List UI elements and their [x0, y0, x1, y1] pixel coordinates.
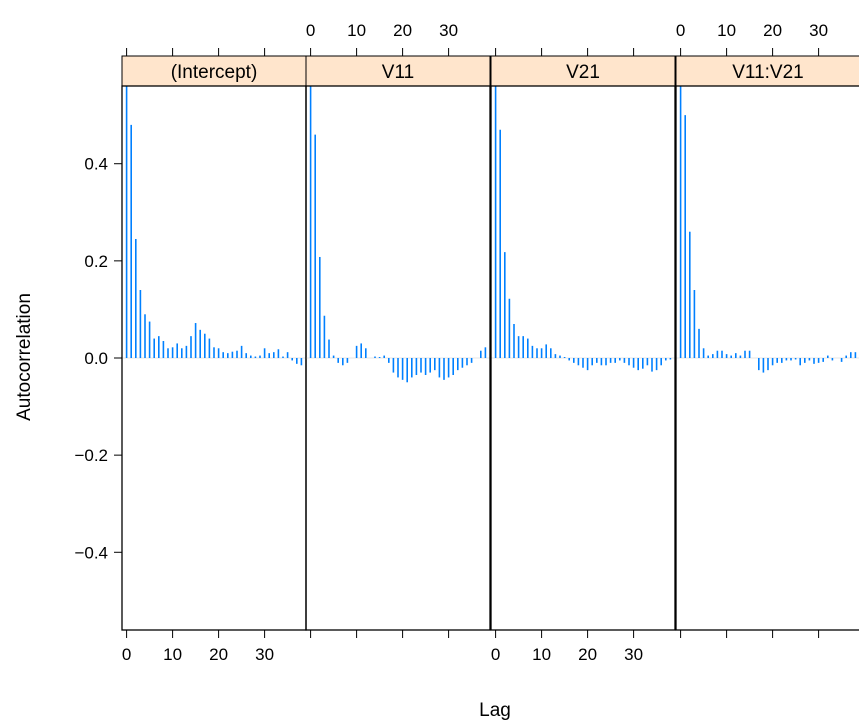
panel-strip: [305, 55, 491, 87]
acf-bars: [679, 86, 857, 373]
x-axis-title: Lag: [479, 700, 511, 721]
panel--intercept-: (Intercept): [121, 55, 307, 631]
x-tick-label: 10: [163, 645, 182, 664]
acf-bars: [309, 86, 487, 383]
y-tick-label: 0.2: [84, 252, 108, 271]
panel-v21: V21: [490, 55, 676, 631]
panel-v11: V11: [305, 55, 491, 631]
acf-bars: [494, 86, 672, 372]
x-tick-label: 10: [347, 21, 366, 40]
panel-strip-label: (Intercept): [171, 62, 258, 83]
x-tick-label: 20: [393, 21, 412, 40]
x-tick-label: 10: [717, 21, 736, 40]
panel-frame: [675, 85, 859, 631]
x-tick-label: 30: [255, 645, 274, 664]
panel-v11-v21: V11:V21: [675, 55, 859, 631]
x-tick-label: 20: [763, 21, 782, 40]
x-tick-label: 30: [624, 645, 643, 664]
panel-strip-label: V21: [566, 62, 600, 83]
x-tick-label: 0: [676, 21, 685, 40]
y-axis-title: Autocorrelation: [14, 293, 35, 421]
y-tick-label: 0.4: [84, 155, 108, 174]
x-tick-label: 20: [578, 645, 597, 664]
panels-layer: (Intercept) V11 V21 V11:V21: [121, 55, 859, 631]
panel-strip-label: V11: [382, 62, 414, 83]
x-tick-label: 10: [532, 645, 551, 664]
panel-strip: [121, 55, 307, 87]
panel-strip: [675, 55, 859, 87]
x-tick-label: 20: [209, 645, 228, 664]
y-tick-label: 0.0: [84, 349, 108, 368]
panel-strip-label: V11:V21: [732, 62, 803, 83]
panel-frame: [305, 85, 491, 631]
x-tick-label: 30: [439, 21, 458, 40]
acf-bars: [125, 86, 303, 366]
y-tick-label: −0.2: [74, 446, 108, 465]
y-tick-label: −0.4: [74, 543, 108, 562]
x-tick-label: 0: [122, 645, 131, 664]
x-tick-label: 0: [491, 645, 500, 664]
x-tick-label: 30: [809, 21, 828, 40]
axes-layer: 0 10 20 30 0 10 20 30 0 10 20 30 0 10 20 30 −0.4 −0.2 0.0 0…: [74, 21, 828, 664]
panel-frame: [490, 85, 676, 631]
x-tick-label: 0: [306, 21, 315, 40]
